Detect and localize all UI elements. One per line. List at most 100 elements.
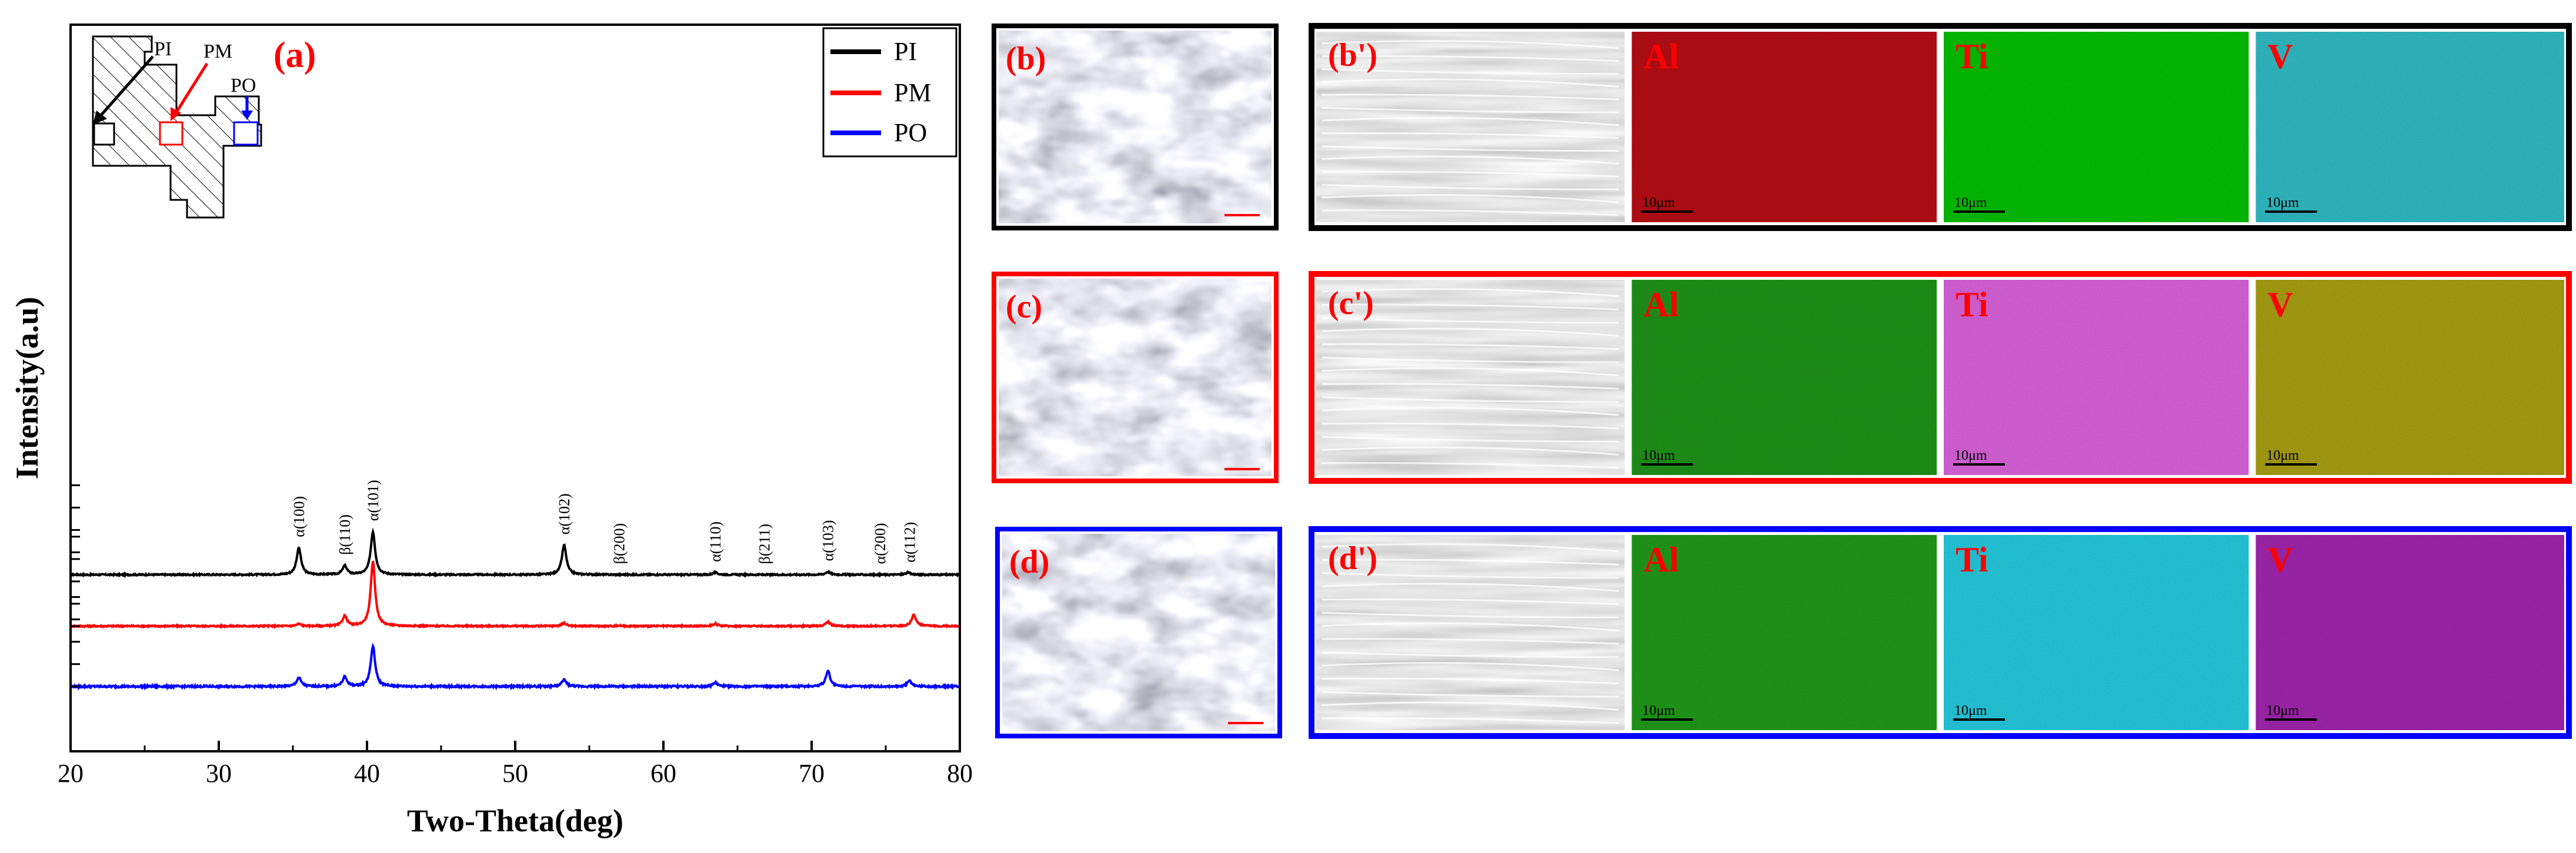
eds-map-texture [1631, 280, 1937, 475]
panel-d-frame [995, 527, 1282, 738]
panel-d2-strip: (d') Al 10μm Ti 10μm V 10μm [1309, 526, 2572, 739]
eds-map-texture [1944, 280, 2249, 475]
xrd-traces [69, 527, 960, 691]
lamella-line [1322, 367, 1619, 377]
legend: PI PM PO [822, 27, 957, 158]
lamella-line [1322, 583, 1619, 592]
lamella-line [1322, 436, 1619, 443]
eds-map-texture [1631, 32, 1937, 222]
inset-label-po: PO [231, 75, 256, 96]
lamella-line [1322, 662, 1619, 671]
eds-map-texture [2255, 32, 2564, 222]
lamella-line [1322, 343, 1619, 350]
lamella-line [1322, 132, 1619, 139]
lamella-line [1322, 407, 1619, 416]
peak-label: α(103) [820, 520, 837, 561]
x-tick-label: 20 [58, 759, 84, 788]
lamella-line [1322, 558, 1619, 566]
legend-label-po: PO [894, 118, 927, 147]
lamella-line [1322, 638, 1619, 645]
lamella-line [1322, 40, 1619, 49]
lamella-line [1322, 622, 1619, 632]
optical-micrograph-d [1002, 534, 1275, 731]
panel-b2-frame [1309, 23, 2572, 231]
scale-bar-label: 10μm [1954, 195, 1987, 210]
lamella-line [1322, 446, 1619, 456]
lamella-line [1322, 462, 1619, 469]
panel-label-a: (a) [273, 35, 316, 75]
peak-label: α(100) [291, 496, 308, 537]
series-line-po [69, 643, 960, 691]
panel-d: (d) [995, 527, 1282, 738]
lamella-line [1322, 356, 1619, 363]
peak-label: α(102) [556, 493, 573, 534]
lamella-line [1322, 117, 1619, 126]
panel-label-c: (c) [1006, 289, 1042, 325]
eds-map-strips: (b') Al 10μm Ti 10μm V 10μm (c') Al 10μm Ti 10μm V 10… [1309, 23, 2572, 739]
scale-bar-label: 10μm [1643, 703, 1676, 718]
lamella-line [1322, 155, 1619, 165]
peak-labels: α(100) β(110) α(101) α(102) β(200) α(110) β(21… [291, 480, 918, 564]
eds-map-texture [1944, 32, 2249, 222]
lamella-line [1322, 717, 1619, 724]
scale-bar-label: 10μm [2267, 195, 2300, 210]
lamella-line [1322, 288, 1619, 297]
panel-c-frame [992, 272, 1279, 483]
lamella-line [1322, 701, 1619, 711]
sem-image [1316, 280, 1625, 475]
inset-label-pm: PM [203, 41, 232, 62]
element-label-v: V [2268, 540, 2293, 579]
lamella-line [1322, 170, 1619, 178]
lamella-line [1322, 543, 1619, 553]
panel-label-b: (b) [1006, 41, 1046, 77]
scale-bar-label: 10μm [1643, 448, 1676, 463]
lamella-line [1322, 691, 1619, 698]
peak-label: β(110) [336, 514, 353, 555]
panel-label-d: (d) [1009, 544, 1049, 580]
pm-arrow [173, 62, 209, 115]
panel-c2-frame [1309, 271, 2572, 484]
peak-label: β(211) [756, 524, 773, 564]
x-tick-label: 30 [206, 759, 232, 788]
optical-micrograph-b [999, 31, 1272, 223]
lamella-line [1322, 317, 1619, 324]
lamella-line [1322, 677, 1619, 685]
sem-image [1316, 32, 1625, 222]
y-axis-ticks [71, 484, 80, 688]
element-label-al: Al [1644, 285, 1679, 324]
x-tick-label: 40 [354, 759, 380, 788]
peak-label: α(112) [901, 522, 918, 563]
eds-map-texture [2255, 280, 2564, 475]
series-line-pi [70, 527, 960, 578]
panel-b: (b) [992, 24, 1279, 230]
pi-arrow [99, 55, 154, 118]
inset-label-pi: PI [154, 38, 172, 60]
eds-map-texture [1631, 535, 1937, 730]
y-axis-label: Intensity(a.u) [9, 297, 45, 480]
peak-label: β(200) [610, 523, 628, 564]
scale-bar-label: 10μm [2267, 448, 2300, 463]
eds-map-texture [1944, 535, 2249, 730]
po-marker [233, 121, 259, 146]
element-label-ti: Ti [1956, 37, 1988, 76]
lamella-line [1322, 572, 1619, 579]
x-tick-label: 60 [650, 759, 676, 788]
scale-bar-label: 10μm [1643, 195, 1676, 210]
peak-label: α(110) [707, 521, 724, 562]
element-label-al: Al [1644, 540, 1679, 579]
panel-c2-strip: (c') Al 10μm Ti 10μm V 10μm [1309, 271, 2572, 484]
panel-label-c2: (c') [1328, 285, 1374, 322]
panel-b2-strip: (b') Al 10μm Ti 10μm V 10μm [1309, 23, 2572, 231]
lamella-line [1322, 209, 1619, 216]
lamella-line [1322, 651, 1619, 658]
legend-label-pi: PI [894, 37, 917, 66]
sem-image [1316, 535, 1625, 730]
lamella-line [1322, 183, 1619, 190]
lamella-line [1322, 145, 1619, 152]
lamella-line [1322, 194, 1619, 203]
x-tick-label: 50 [502, 759, 528, 788]
x-tick-label: 70 [799, 759, 825, 788]
peak-label: α(101) [365, 480, 382, 521]
